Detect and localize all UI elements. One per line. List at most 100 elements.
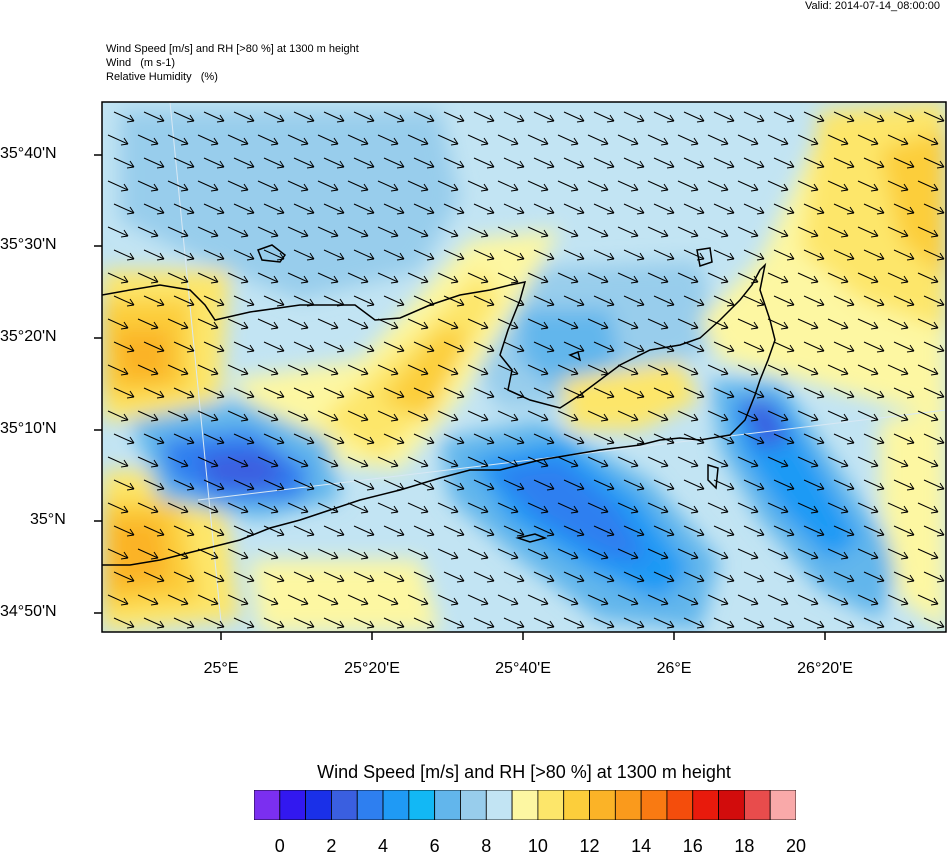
wind-arrow	[293, 525, 315, 537]
wind-arrow	[527, 502, 549, 514]
wind-arrow	[857, 594, 879, 606]
wind-arrow	[587, 456, 609, 468]
wind-arrow	[617, 226, 639, 238]
wind-arrow	[437, 226, 459, 238]
wind-arrow	[377, 180, 399, 192]
wind-arrow	[683, 617, 705, 629]
wind-arrow	[293, 387, 315, 399]
wind-arrow	[647, 548, 669, 560]
wind-arrow	[887, 272, 909, 284]
wind-arrow	[173, 387, 195, 399]
wind-arrow	[317, 456, 339, 468]
wind-arrow	[107, 594, 129, 606]
wind-arrow	[887, 318, 909, 330]
wind-arrow	[743, 249, 765, 261]
wind-arrow	[377, 410, 399, 422]
colorbar-tick-label: 18	[734, 836, 755, 856]
colorbar-swatch	[640, 790, 668, 820]
wind-arrow	[473, 433, 495, 445]
wind-arrow	[203, 295, 225, 307]
wind-arrow	[227, 502, 249, 514]
wind-arrow	[713, 249, 735, 261]
wind-arrow	[767, 272, 789, 284]
wind-arrow	[143, 433, 165, 445]
wind-arrow	[917, 272, 939, 284]
wind-arrow	[113, 249, 135, 261]
wind-arrow	[407, 456, 429, 468]
wind-arrow	[497, 226, 519, 238]
wind-arrow	[383, 203, 405, 215]
wind-arrow	[227, 180, 249, 192]
wind-arrow	[443, 157, 465, 169]
wind-arrow	[737, 410, 759, 422]
shaded-field	[102, 102, 946, 632]
wind-arrow	[113, 157, 135, 169]
wind-arrow	[677, 502, 699, 514]
wind-arrow	[587, 502, 609, 514]
wind-arrow	[833, 479, 855, 491]
wind-arrow	[917, 456, 939, 468]
wind-arrow	[203, 341, 225, 353]
wind-arrow	[707, 364, 729, 376]
wind-arrow	[743, 295, 765, 307]
wind-arrow	[437, 272, 459, 284]
wind-arrow	[743, 433, 765, 445]
wind-arrow	[437, 364, 459, 376]
wind-arrow	[707, 548, 729, 560]
wind-arrow	[743, 203, 765, 215]
wind-arrow	[617, 548, 639, 560]
wind-arrow	[257, 594, 279, 606]
wind-arrow	[713, 433, 735, 445]
wind-arrow	[197, 410, 219, 422]
wind-arrow	[263, 525, 285, 537]
wind-arrow	[773, 617, 795, 629]
wind-arrow	[227, 272, 249, 284]
wind-arrow	[653, 249, 675, 261]
wind-arrow	[443, 387, 465, 399]
wind-arrow	[383, 157, 405, 169]
wind-arrow	[893, 295, 915, 307]
wind-arrow	[323, 525, 345, 537]
wind-arrow	[467, 594, 489, 606]
wind-arrow	[713, 341, 735, 353]
wind-arrow	[533, 387, 555, 399]
wind-arrow	[413, 525, 435, 537]
wind-arrow	[923, 341, 945, 353]
wind-arrow	[923, 111, 945, 123]
wind-arrow	[473, 203, 495, 215]
colorbar-swatch	[563, 790, 590, 820]
wind-arrow	[647, 502, 669, 514]
wind-arrow	[647, 456, 669, 468]
colorbar-swatch	[666, 790, 694, 820]
wind-arrow	[923, 249, 945, 261]
wind-arrow	[767, 318, 789, 330]
wind-arrow	[803, 617, 825, 629]
wind-arrow	[683, 203, 705, 215]
wind-arrow	[767, 180, 789, 192]
wind-arrow	[257, 226, 279, 238]
wind-arrow	[353, 433, 375, 445]
lon-label: 25°20'E	[344, 660, 400, 677]
wind-arrow	[383, 433, 405, 445]
colorbar-tick-label: 16	[682, 836, 703, 856]
wind-arrow	[557, 226, 579, 238]
wind-arrow	[227, 548, 249, 560]
wind-arrow	[683, 433, 705, 445]
wind-arrow	[167, 134, 189, 146]
wind-arrow	[923, 433, 945, 445]
wind-arrow	[137, 594, 159, 606]
colorbar-tick-label: 8	[481, 836, 492, 856]
wind-arrow	[767, 548, 789, 560]
wind-arrow	[317, 502, 339, 514]
wind-arrow	[167, 226, 189, 238]
wind-arrow	[887, 364, 909, 376]
wind-arrow	[827, 456, 849, 468]
wind-arrow	[353, 525, 375, 537]
wind-arrow	[137, 456, 159, 468]
wind-arrow	[863, 617, 885, 629]
wind-arrow	[737, 226, 759, 238]
wind-arrow	[203, 387, 225, 399]
colorbar-swatch	[305, 790, 332, 820]
wind-arrow	[497, 318, 519, 330]
